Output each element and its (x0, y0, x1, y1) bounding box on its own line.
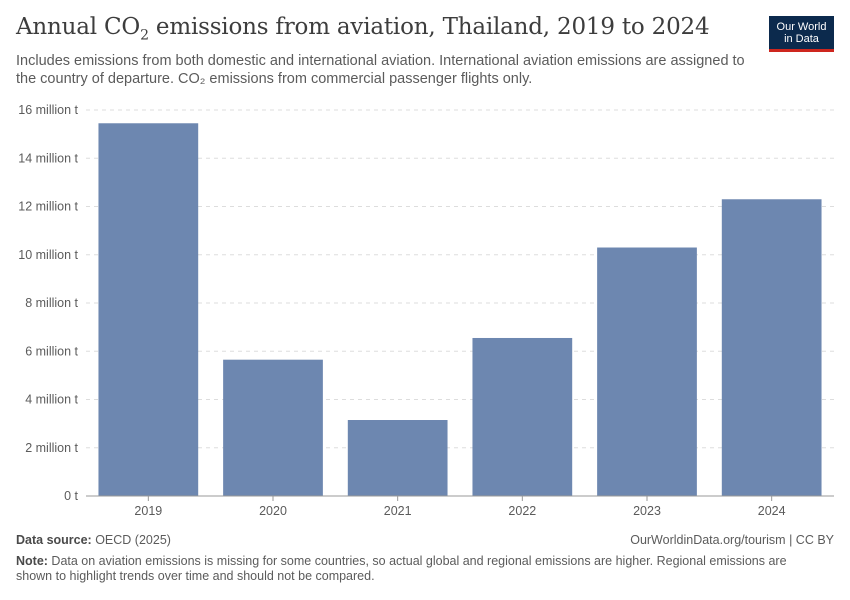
source-url[interactable]: OurWorldinData.org/tourism | CC BY (630, 533, 834, 547)
title-subscript: 2 (140, 27, 149, 44)
bar-2023 (597, 247, 697, 496)
source-value: OECD (2025) (91, 533, 171, 547)
chart-subtitle: Includes emissions from both domestic an… (16, 53, 745, 87)
x-tick-label: 2024 (758, 504, 786, 518)
title-prefix: Annual CO (16, 14, 141, 40)
x-tick-label: 2020 (259, 504, 287, 518)
bar-2022 (472, 337, 573, 496)
bar-2020 (223, 359, 323, 496)
bar-2021 (347, 420, 448, 496)
y-tick-label: 4 million t (25, 393, 78, 407)
y-tick-label: 6 million t (25, 344, 78, 358)
x-tick-label: 2021 (384, 504, 412, 518)
y-tick-label: 14 million t (18, 151, 78, 165)
logo-line-1: Our World (776, 21, 827, 33)
y-tick-label: 8 million t (25, 296, 78, 310)
y-tick-label: 10 million t (18, 248, 78, 262)
bar-2019 (98, 123, 199, 497)
x-tick-label: 2022 (508, 504, 536, 518)
y-tick-label: 2 million t (25, 441, 78, 455)
chart-title: Annual CO2 emissions from aviation, Thai… (16, 14, 710, 44)
bar-2024 (721, 199, 822, 496)
title-suffix: emissions from aviation, Thailand, 2019 … (148, 14, 710, 40)
y-tick-label: 0 t (64, 489, 78, 503)
y-tick-label: 12 million t (18, 200, 78, 214)
y-tick-label: 16 million t (18, 103, 78, 117)
data-source: Data source: OECD (2025) (16, 533, 171, 547)
chart-note: Note: Data on aviation emissions is miss… (16, 554, 816, 584)
source-label: Data source: (16, 533, 92, 547)
note-text: Data on aviation emissions is missing fo… (16, 554, 787, 583)
x-tick-label: 2019 (134, 504, 162, 518)
x-tick-label: 2023 (633, 504, 661, 518)
note-label: Note: (16, 554, 48, 568)
owid-logo[interactable]: Our World in Data (769, 16, 834, 52)
logo-line-2: in Data (784, 33, 819, 45)
